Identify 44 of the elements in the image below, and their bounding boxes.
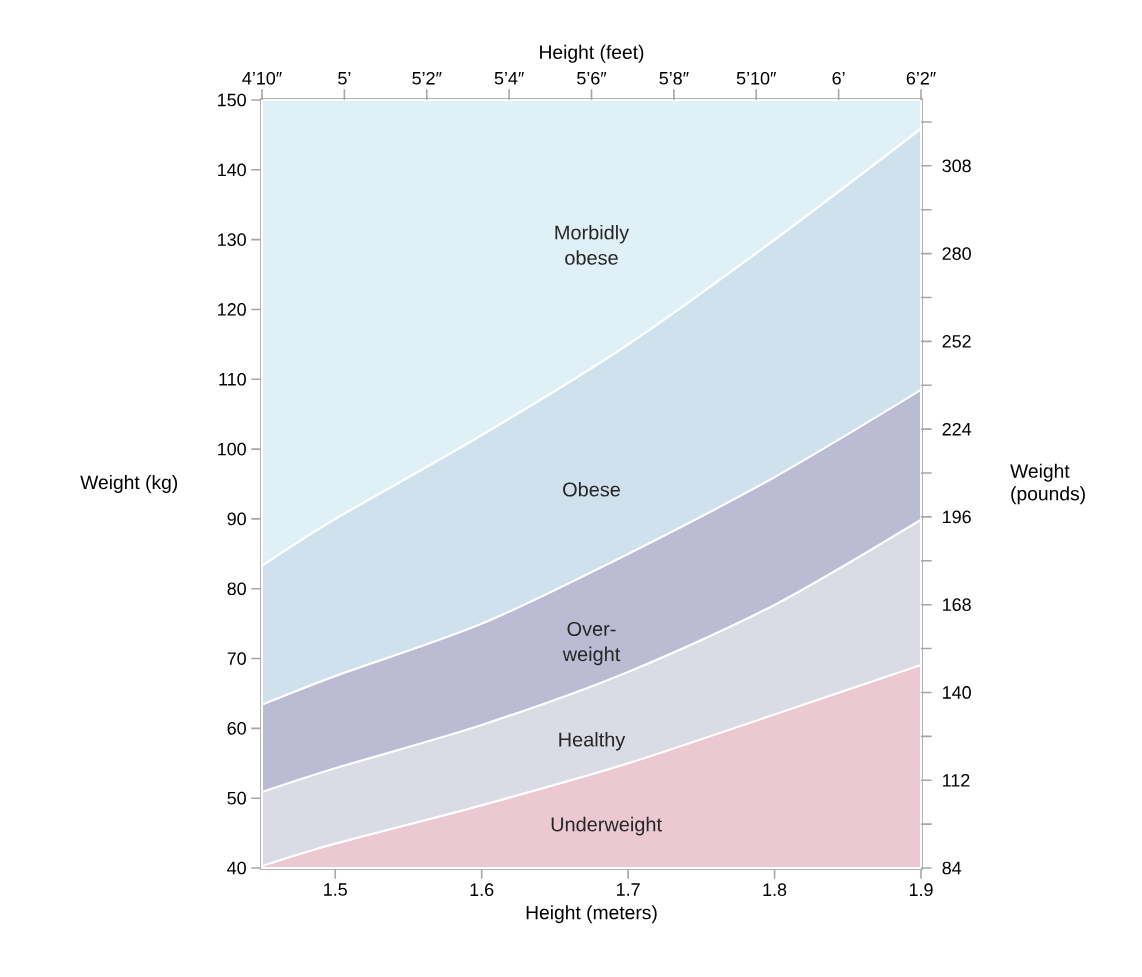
series-label: Obese [563,481,620,497]
y-tick-label: 150 [218,93,246,107]
y-tick-label: 50 [227,791,246,805]
y-tick-label: 140 [218,163,246,177]
y2-tick-label: 308 [942,159,971,173]
x-axis-title: Height (meters) [526,905,657,924]
y2-tick-label: 168 [943,598,971,612]
y-tick-label: 130 [218,233,246,246]
x-tick-label: 1.6 [470,883,494,897]
x2-tick-label: 6’2″ [906,71,936,85]
y2-tick-label: 224 [942,422,972,436]
y2-tick-label: 196 [943,510,971,524]
y2-tick-label: 84 [942,861,962,875]
x2-tick-label: 4’10″ [242,71,282,85]
y2-tick-label: 280 [942,247,971,260]
x2-tick-label: 5’2″ [412,71,442,85]
y-tick-label: 90 [227,512,246,526]
y2-tick-label: 112 [943,773,970,787]
x-tick-label: 1.9 [909,883,933,897]
series-label: Healthy [559,731,626,751]
x-tick-label: 1.8 [763,883,787,897]
x2-tick-label: 5’10″ [736,71,777,85]
x2-tick-label: 5’8″ [659,71,689,85]
y-tick-label: 40 [227,861,246,875]
y-tick-label: 100 [218,442,246,456]
y-tick-label: 80 [227,582,246,596]
x2-tick-label: 6’ [832,71,845,85]
y-tick-label: 70 [227,652,246,665]
y-tick-label: 110 [219,372,246,386]
x2-tick-label: 5’ [338,72,351,85]
x-tick-label: 1.5 [324,883,347,896]
x2-tick-label: 5’4″ [494,72,524,85]
series-label: Underweight [551,816,662,836]
series-label: Over-weight [562,621,621,666]
y-tick-label: 120 [218,303,246,316]
y2-tick-label: 140 [943,686,971,699]
y-tick-label: 60 [227,722,246,735]
series-label: Morbidly obese [555,224,630,265]
y-axis-title: Weight (kg) [80,475,178,493]
y2-tick-label: 252 [942,335,971,348]
y2-axis-title: Weight (pounds) [1010,463,1085,505]
x2-tick-label: 5’6″ [577,71,607,85]
x2-axis-title: Height (feet) [540,44,644,63]
x-tick-label: 1.7 [617,883,640,896]
